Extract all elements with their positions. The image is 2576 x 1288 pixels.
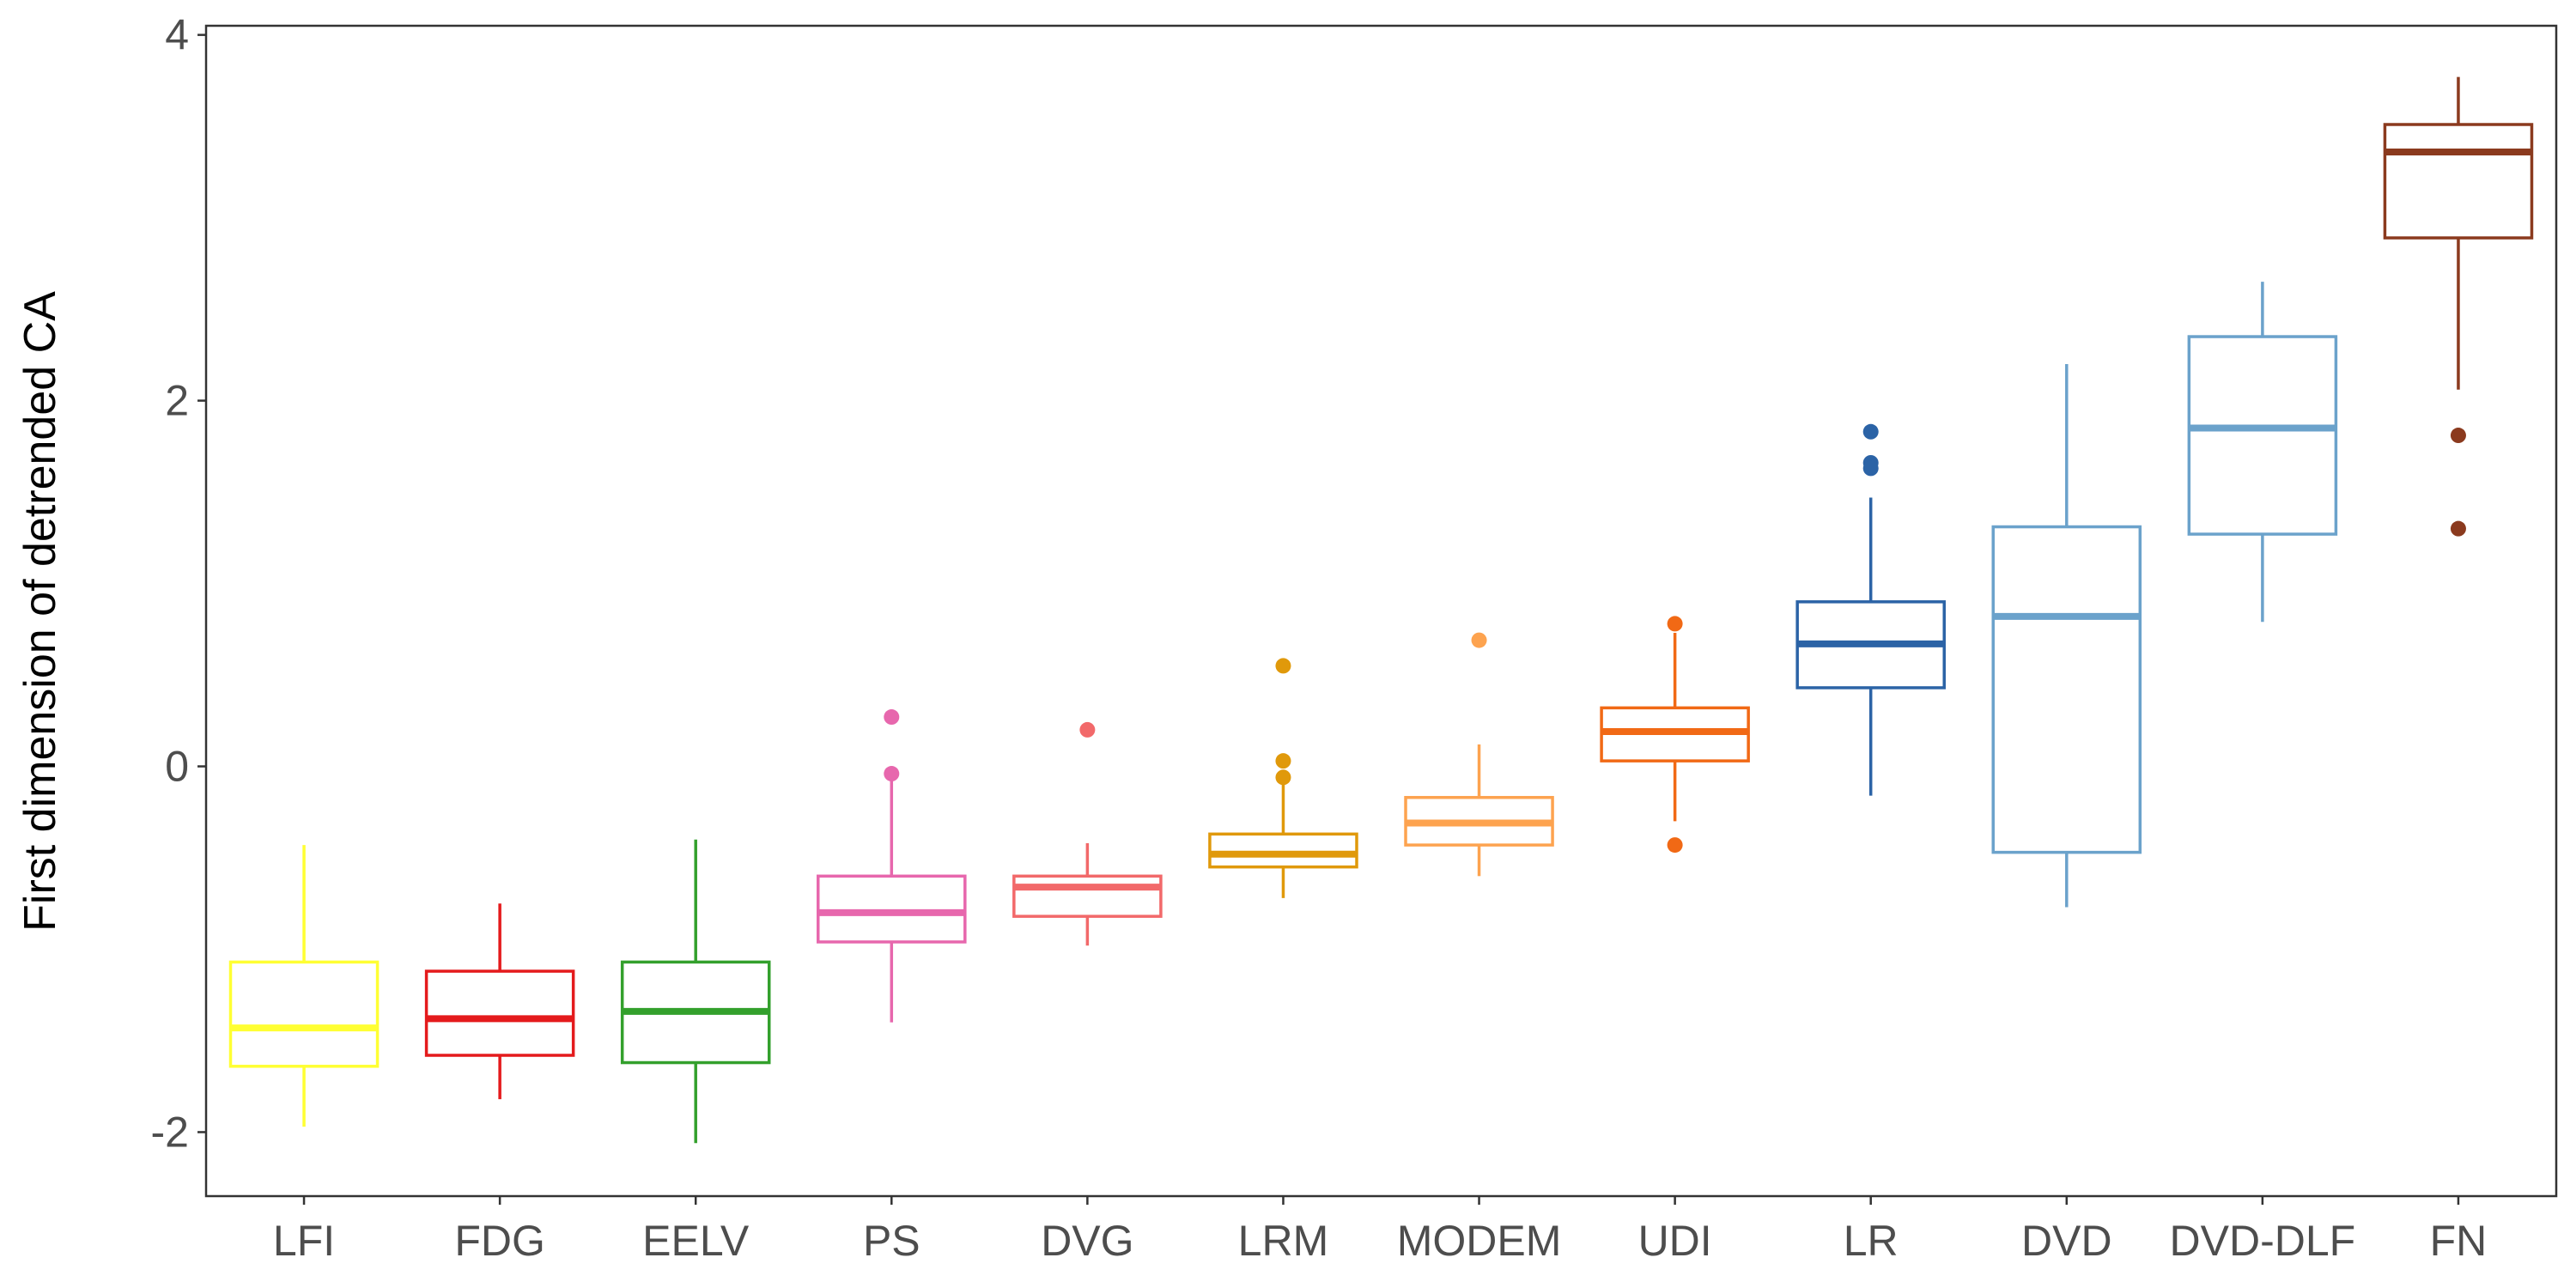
box-iqr	[817, 874, 967, 944]
x-tick-label: LR	[1844, 1217, 1899, 1265]
outlier-point	[1275, 658, 1291, 674]
boxes-layer	[228, 76, 2534, 1144]
outlier-point	[1667, 837, 1683, 854]
box-fdg	[424, 903, 575, 1100]
box-udi	[1600, 616, 1750, 854]
box-lr	[1795, 423, 1946, 796]
outlier-point	[2450, 520, 2466, 537]
x-tick-label: FN	[2430, 1217, 2488, 1265]
outlier-point	[1667, 616, 1683, 632]
x-tick-label: DVD-DLF	[2170, 1217, 2356, 1265]
outlier-point	[1862, 460, 1879, 477]
outlier-point	[1275, 769, 1291, 786]
x-axis: LFI FDG EELV PS DVG LRM MODEM UDI LR DVD DVD-DLF FN	[273, 1196, 2487, 1265]
y-tick-label: -2	[151, 1108, 189, 1156]
x-tick-label: UDI	[1638, 1217, 1712, 1265]
x-tick-label: LRM	[1238, 1217, 1329, 1265]
y-tick-label: 4	[165, 11, 189, 59]
x-tick-label: EELV	[642, 1217, 750, 1265]
x-tick-label: PS	[863, 1217, 920, 1265]
box-iqr	[2187, 335, 2338, 536]
outlier-point	[1079, 721, 1096, 738]
outlier-point	[2450, 428, 2466, 444]
box-iqr	[1012, 874, 1163, 918]
x-tick-label: LFI	[273, 1217, 335, 1265]
x-tick-label: MODEM	[1397, 1217, 1562, 1265]
outlier-point	[1275, 753, 1291, 769]
box-ps	[817, 709, 967, 1023]
y-axis: -2 0 2 4	[151, 11, 206, 1156]
y-tick-label: 0	[165, 743, 189, 791]
box-eelv	[620, 839, 771, 1144]
x-tick-label: FDG	[454, 1217, 545, 1265]
box-iqr	[424, 969, 575, 1057]
outlier-point	[884, 709, 900, 726]
y-tick-label: 2	[165, 377, 189, 425]
box-dvd	[1991, 363, 2142, 908]
outlier-point	[1862, 423, 1879, 440]
plot-panel-border	[204, 24, 2558, 1198]
box-iqr	[228, 960, 380, 1068]
x-tick-label: DVG	[1041, 1217, 1133, 1265]
outlier-point	[884, 766, 900, 782]
box-modem	[1404, 632, 1554, 877]
outlier-point	[1471, 632, 1487, 648]
box-fn	[2383, 76, 2534, 537]
box-dvg	[1012, 721, 1163, 946]
box-lrm	[1208, 658, 1358, 898]
box-lfi	[228, 845, 380, 1127]
box-iqr	[1208, 832, 1358, 869]
x-tick-label: DVD	[2021, 1217, 2112, 1265]
box-iqr	[1991, 525, 2142, 854]
y-axis-title: First dimension of detrended CA	[15, 291, 65, 932]
box-iqr	[2383, 123, 2534, 240]
box-dvd-dlf	[2187, 282, 2338, 623]
